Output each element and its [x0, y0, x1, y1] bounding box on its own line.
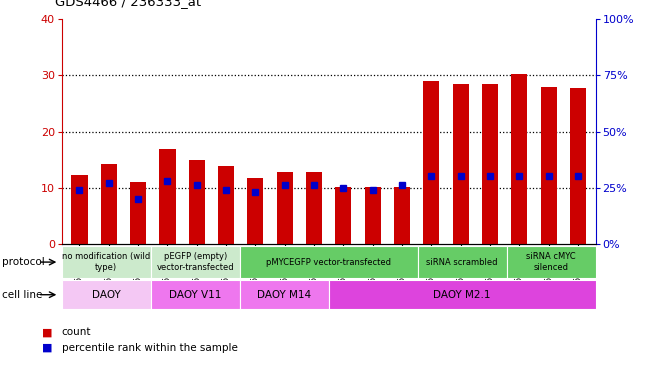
Bar	[277, 172, 293, 244]
Text: DAOY V11: DAOY V11	[169, 290, 221, 300]
Text: pEGFP (empty)
vector-transfected: pEGFP (empty) vector-transfected	[156, 252, 234, 272]
Bar	[101, 164, 117, 244]
Bar	[506, 246, 596, 278]
Text: ■: ■	[42, 343, 53, 353]
Bar	[130, 182, 146, 244]
Bar	[72, 175, 87, 244]
Bar	[365, 187, 381, 244]
Text: protocol: protocol	[2, 257, 45, 267]
Bar	[151, 280, 240, 309]
Bar	[159, 149, 176, 244]
Text: DAOY: DAOY	[92, 290, 120, 300]
Bar	[511, 74, 527, 244]
Text: siRNA scrambled: siRNA scrambled	[426, 258, 498, 266]
Text: no modification (wild
type): no modification (wild type)	[62, 252, 150, 272]
Text: ■: ■	[42, 327, 53, 337]
Bar	[218, 166, 234, 244]
Text: cell line: cell line	[2, 290, 42, 300]
Bar	[423, 81, 439, 244]
Bar	[329, 280, 596, 309]
Bar	[306, 172, 322, 244]
Bar	[240, 246, 418, 278]
Bar	[570, 88, 586, 244]
Bar	[240, 280, 329, 309]
Bar	[62, 246, 151, 278]
Text: GDS4466 / 236333_at: GDS4466 / 236333_at	[55, 0, 201, 8]
Bar	[482, 84, 498, 244]
Bar	[418, 246, 506, 278]
Bar	[452, 84, 469, 244]
Bar	[541, 87, 557, 244]
Bar	[189, 160, 205, 244]
Bar	[62, 280, 151, 309]
Bar	[394, 187, 410, 244]
Text: DAOY M2.1: DAOY M2.1	[434, 290, 491, 300]
Text: DAOY M14: DAOY M14	[257, 290, 311, 300]
Text: percentile rank within the sample: percentile rank within the sample	[62, 343, 238, 353]
Text: pMYCEGFP vector-transfected: pMYCEGFP vector-transfected	[266, 258, 391, 266]
Bar	[247, 177, 264, 244]
Text: count: count	[62, 327, 91, 337]
Bar	[335, 187, 352, 244]
Bar	[151, 246, 240, 278]
Text: siRNA cMYC
silenced: siRNA cMYC silenced	[527, 252, 576, 272]
